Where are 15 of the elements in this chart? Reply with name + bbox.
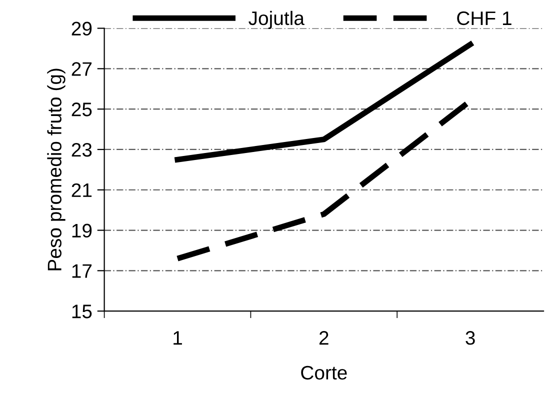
y-tick-label: 27 (72, 62, 92, 76)
x-axis-title: Corte (301, 366, 347, 380)
y-tick-label: 21 (72, 183, 92, 197)
y-tick-label: 23 (72, 142, 92, 157)
y-tick-label: 19 (72, 224, 92, 238)
y-tick-label: 29 (72, 22, 92, 36)
x-tick-label: 3 (466, 331, 475, 345)
y-axis-title: Peso promedio fruto (g) (47, 68, 66, 270)
x-tick-label: 1 (174, 331, 182, 345)
y-tick-label: 17 (72, 264, 92, 278)
legend-label: CHF 1 (457, 11, 512, 26)
legend-label: Jojutla (248, 10, 304, 29)
x-tick-label: 2 (319, 331, 328, 345)
y-tick-label: 25 (72, 102, 92, 116)
y-tick-label: 15 (72, 304, 92, 318)
